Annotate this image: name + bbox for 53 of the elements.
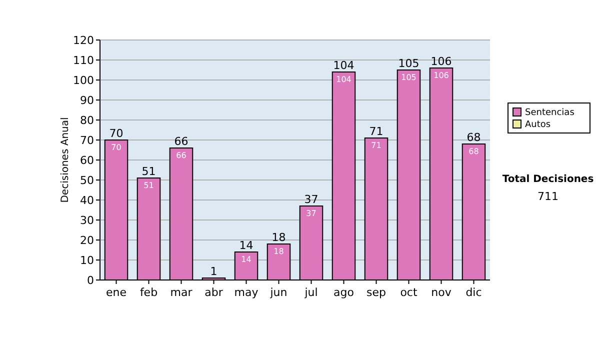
y-tick-label: 120 [73, 34, 94, 47]
data-label: 14 [241, 255, 252, 264]
total-label: 37 [304, 193, 318, 206]
legend-label: Sentencias [525, 108, 575, 118]
x-tick-label: oct [400, 286, 418, 299]
x-tick-label: dic [466, 286, 482, 299]
y-tick-label: 20 [80, 234, 94, 247]
x-tick-label: jun [269, 286, 288, 299]
x-tick-label: mar [170, 286, 193, 299]
data-label: 71 [371, 141, 382, 150]
y-tick-label: 0 [87, 274, 94, 287]
text: 711 [538, 190, 558, 203]
total-label: 14 [239, 239, 254, 252]
data-label: 105 [401, 73, 416, 82]
total-label: 70 [109, 127, 124, 140]
total-label: 105 [398, 57, 420, 70]
total-label: 18 [272, 231, 286, 244]
total-label: 71 [369, 125, 384, 138]
x-tick-label: sep [366, 286, 386, 299]
data-label: 66 [176, 151, 186, 160]
y-tick-label: 100 [73, 74, 94, 87]
x-tick-label: jul [304, 286, 318, 299]
x-tick-label: feb [140, 286, 158, 299]
y-tick-label: 10 [80, 254, 94, 267]
y-tick-label: 50 [80, 174, 94, 187]
data-label: 51 [144, 181, 154, 190]
y-tick-label: 30 [80, 214, 94, 227]
data-label: 70 [111, 143, 122, 152]
y-tick-label: 80 [80, 114, 94, 127]
x-tick-label: nov [431, 286, 452, 299]
y-tick-label: 110 [73, 54, 94, 67]
total-label: 66 [174, 135, 188, 148]
total-label: 1 [210, 265, 218, 278]
total-label: 106 [430, 55, 452, 68]
y-tick-label: 60 [80, 154, 94, 167]
y-tick-label: 70 [80, 134, 94, 147]
y-tick-label: 90 [80, 94, 94, 107]
data-label: 104 [336, 75, 352, 84]
y-axis-title: Decisiones Anual [60, 117, 71, 203]
text: Total Decisiones [502, 174, 594, 185]
data-label: 68 [468, 147, 479, 156]
x-tick-label: ago [334, 286, 354, 299]
total-label: 104 [333, 59, 354, 72]
total-label: 51 [142, 165, 156, 178]
data-label: 18 [274, 247, 284, 256]
x-tick-label: may [234, 286, 259, 299]
data-label: 37 [306, 209, 316, 218]
y-tick-label: 40 [80, 194, 94, 207]
x-tick-label: ene [106, 286, 127, 299]
total-label: 68 [466, 131, 481, 144]
x-tick-label: abr [204, 286, 224, 299]
legend-label: Autos [525, 120, 551, 130]
data-label: 106 [434, 71, 449, 80]
